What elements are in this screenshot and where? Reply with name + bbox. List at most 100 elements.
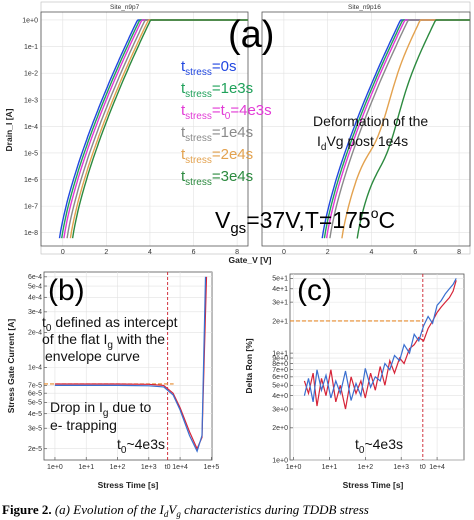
panel-a-y-ticks: 1e+0 1e-1 1e-2 1e-3 1e-4 1e-5 1e-6 1e-7 1e-8 bbox=[22, 17, 38, 237]
legend-entry: tstress=0s bbox=[181, 58, 236, 78]
annotation-line2: IdVg post 1e4s bbox=[317, 133, 408, 153]
y-tick-label: 4e+0 bbox=[272, 393, 288, 400]
panel-c-xlabel: Stress Time [s] bbox=[343, 480, 404, 490]
a-x-tick-label: 8 bbox=[235, 249, 239, 256]
legend-sub: stress bbox=[185, 67, 212, 78]
x-tick-label: 1e+0 bbox=[286, 464, 302, 471]
panel-c-label: (c) bbox=[297, 274, 332, 307]
a-x-tick-label: 2 bbox=[326, 249, 330, 256]
y-tick-label: 6e-5 bbox=[28, 390, 42, 397]
panel-c-ylabel: Delta Ron [%] bbox=[244, 338, 254, 393]
panel-c-curves bbox=[303, 278, 457, 410]
a-y-tick-label: 1e-6 bbox=[24, 177, 38, 184]
panel-a-ylabel: Drain_I [A] bbox=[4, 108, 14, 151]
y-tick-label: 9e+0 bbox=[272, 355, 288, 362]
panel-b-note5: e- trapping bbox=[50, 417, 117, 433]
y-tick-label: 7e+0 bbox=[272, 367, 288, 374]
a-right-curve-darkgreen bbox=[356, 19, 470, 239]
y-tick-label: 2e+0 bbox=[272, 425, 288, 432]
a-y-tick-label: 1e-7 bbox=[24, 204, 38, 211]
legend-entry: tstress=3e4s bbox=[181, 168, 253, 188]
y-tick-label: 2e-4 bbox=[28, 330, 42, 337]
a-y-tick-label: 1e-4 bbox=[24, 124, 38, 131]
y-tick-label: 8e+0 bbox=[272, 361, 288, 368]
subplot-title-right: Site_n9p16 bbox=[348, 4, 381, 11]
x-tick-label: 1e+2 bbox=[357, 464, 373, 471]
panel-a: Site_n9p7 Site_n9p16 1e+0 1e-1 1e-2 1e-3 1e-… bbox=[4, 1, 471, 265]
y-tick-label: 3e-5 bbox=[28, 426, 42, 433]
panel-c-y-ticks: 5e+1 4e+1 3e+1 2e+1 1e+19e+08e+07e+06e+0 5e+0… bbox=[272, 276, 288, 465]
y-tick-label: 6e-4 bbox=[28, 274, 42, 281]
y-tick-label: 3e+0 bbox=[272, 406, 288, 413]
legend-sub2: 0 bbox=[225, 111, 231, 122]
panel-b-curves bbox=[54, 276, 208, 453]
y-tick-label: 1e+0 bbox=[272, 457, 288, 464]
legend-text: =t bbox=[212, 102, 226, 119]
panel-b-grid bbox=[44, 272, 212, 460]
a-y-tick-label: 1e-2 bbox=[24, 71, 38, 78]
panel-a-xlabel: Gate_V [V] bbox=[229, 255, 272, 265]
x-tick-label: 1e+1 bbox=[78, 464, 94, 471]
legend-t: t bbox=[181, 168, 186, 185]
panel-b-label: (b) bbox=[48, 274, 85, 307]
a-left-curve-darkgreen bbox=[71, 19, 248, 239]
y-tick-label: 5e-5 bbox=[28, 400, 42, 407]
curve-blue_series bbox=[54, 276, 207, 453]
legend-text: =1e4s bbox=[212, 124, 253, 141]
a-right-curve-gray bbox=[329, 19, 470, 239]
x-tick-label: 1e+1 bbox=[322, 464, 338, 471]
y-tick-label: 2e+1 bbox=[272, 318, 288, 325]
legend-text2: =4e3s bbox=[230, 102, 271, 119]
panel-c-x-ticks: 1e+0 1e+1 1e+2 1e+3 1e+4t0 bbox=[286, 464, 445, 471]
legend-t: t bbox=[181, 102, 186, 119]
legend-t: t bbox=[181, 58, 186, 75]
y-tick-label: 7e-5 bbox=[28, 383, 42, 390]
panel-b-note1: t0 defined as intercept bbox=[42, 314, 178, 334]
panel-c-grid bbox=[290, 274, 464, 461]
legend-sub: stress bbox=[185, 89, 212, 100]
y-tick-label: 5e-4 bbox=[28, 283, 42, 290]
a-axes-box bbox=[40, 11, 249, 247]
y-tick-label: 6e+0 bbox=[272, 374, 288, 381]
legend-text: =1e3s bbox=[212, 80, 253, 97]
legend-text: =3e4s bbox=[212, 168, 253, 185]
panel-a-left-axes bbox=[40, 11, 249, 247]
legend-entry: tstress=1e3s bbox=[181, 80, 253, 100]
panel-b-note3: envelope curve bbox=[45, 348, 140, 364]
x-tick-label: 1e+4 bbox=[172, 464, 188, 471]
figure-caption: Figure 2. (a) Evolution of the IdVg char… bbox=[2, 502, 369, 519]
curve-blue_series bbox=[303, 278, 457, 403]
x-tick-label-t0: t0 bbox=[165, 464, 171, 471]
x-tick-label: 1e+5 bbox=[203, 464, 219, 471]
a-x-tick-label: 6 bbox=[192, 249, 196, 256]
a-x-tick-label: 8 bbox=[457, 249, 461, 256]
panel-a-x-ticks: 0 2 4 6 8 0 2 4 6 8 bbox=[61, 249, 461, 256]
y-tick-label: 2e-5 bbox=[28, 446, 42, 453]
y-tick-label: 5e+0 bbox=[272, 383, 288, 390]
panel-a-curves bbox=[58, 19, 470, 239]
panel-b-note2: of the flat Ig with the bbox=[42, 331, 165, 351]
a-y-tick-label: 1e-3 bbox=[24, 97, 38, 104]
a-x-tick-label: 2 bbox=[104, 249, 108, 256]
a-y-tick-label: 1e-5 bbox=[24, 150, 38, 157]
a-right-curve-blue bbox=[321, 19, 470, 239]
panel-b-note4: Drop in Ig due to bbox=[50, 399, 152, 419]
panel-c-note: t0~4e3s bbox=[355, 436, 403, 456]
x-tick-label: 1e+3 bbox=[393, 464, 409, 471]
a-right-curve-green bbox=[323, 19, 470, 239]
a-x-tick-label: 0 bbox=[282, 249, 286, 256]
legend-text: =2e4s bbox=[212, 146, 253, 163]
a-y-tick-label: 1e-8 bbox=[24, 230, 38, 237]
y-tick-label: 3e+1 bbox=[272, 299, 288, 306]
y-tick-label: 4e-4 bbox=[28, 295, 42, 302]
panel-b-y-ticks: 6e-4 5e-4 4e-4 3e-4 2e-4 1e-4 7e-56e-5 5e-5 4e-5… bbox=[28, 274, 42, 453]
panel-b-xlabel: Stress Time [s] bbox=[98, 480, 159, 490]
subplot-title-left: Site_n9p7 bbox=[110, 4, 140, 11]
annotation-line1: Deformation of the bbox=[313, 113, 428, 129]
x-tick-label: 1e+4 bbox=[429, 464, 445, 471]
y-tick-label: 1e-4 bbox=[28, 365, 42, 372]
legend-sub: stress bbox=[185, 177, 212, 188]
legend-t: t bbox=[181, 124, 186, 141]
a-y-tick-label: 1e+0 bbox=[22, 17, 38, 24]
